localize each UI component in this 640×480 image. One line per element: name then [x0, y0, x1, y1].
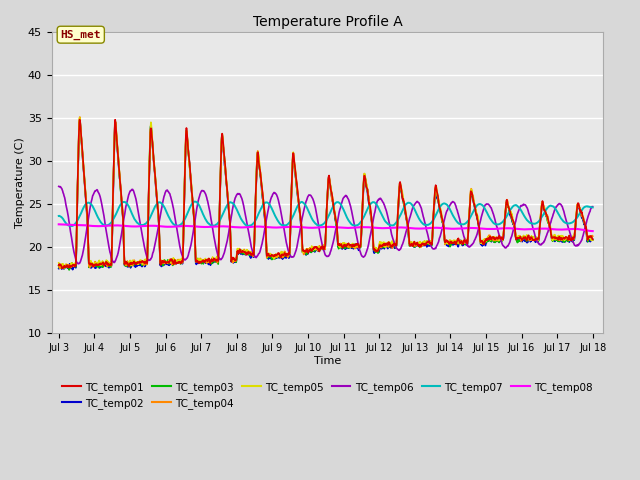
TC_temp04 — [76, 114, 84, 120]
TC_temp05 — [301, 248, 308, 253]
TC_temp05 — [574, 201, 582, 207]
TC_temp08 — [82, 222, 90, 228]
TC_temp03 — [315, 247, 323, 252]
TC_temp08 — [589, 228, 596, 234]
TC_temp03 — [301, 249, 308, 255]
TC_temp08 — [573, 226, 580, 232]
Line: TC_temp06: TC_temp06 — [59, 186, 593, 264]
TC_temp01 — [301, 249, 308, 254]
Line: TC_temp02: TC_temp02 — [59, 120, 593, 270]
TC_temp01 — [589, 237, 596, 242]
Legend: TC_temp01, TC_temp02, TC_temp03, TC_temp04, TC_temp05, TC_temp06, TC_temp07, TC_: TC_temp01, TC_temp02, TC_temp03, TC_temp… — [58, 378, 597, 413]
TC_temp07 — [315, 223, 323, 228]
TC_temp06 — [573, 243, 581, 249]
TC_temp06 — [589, 204, 596, 210]
TC_temp07 — [589, 204, 596, 210]
TC_temp04 — [83, 203, 90, 209]
Line: TC_temp05: TC_temp05 — [59, 118, 593, 267]
Line: TC_temp04: TC_temp04 — [59, 117, 593, 268]
TC_temp01 — [574, 201, 582, 207]
TC_temp04 — [573, 202, 581, 208]
TC_temp05 — [65, 264, 73, 270]
TC_temp03 — [574, 202, 582, 207]
TC_temp02 — [574, 204, 582, 210]
TC_temp08 — [314, 225, 322, 230]
TC_temp04 — [56, 265, 64, 271]
TC_temp02 — [55, 265, 63, 271]
TC_temp03 — [76, 119, 84, 124]
TC_temp02 — [589, 236, 596, 242]
TC_temp04 — [589, 233, 596, 239]
Line: TC_temp03: TC_temp03 — [59, 121, 593, 270]
TC_temp02 — [315, 247, 323, 253]
TC_temp01 — [76, 117, 84, 122]
TC_temp06 — [573, 243, 581, 249]
TC_temp04 — [574, 201, 582, 207]
Y-axis label: Temperature (C): Temperature (C) — [15, 137, 25, 228]
TC_temp08 — [55, 221, 63, 227]
TC_temp02 — [68, 267, 76, 273]
TC_temp04 — [315, 245, 323, 251]
Line: TC_temp01: TC_temp01 — [59, 120, 593, 268]
TC_temp01 — [83, 203, 90, 209]
TC_temp06 — [74, 261, 82, 267]
TC_temp01 — [573, 202, 581, 208]
TC_temp06 — [315, 223, 323, 229]
TC_temp05 — [76, 115, 84, 121]
Line: TC_temp08: TC_temp08 — [59, 224, 593, 231]
TC_temp08 — [300, 225, 308, 230]
TC_temp04 — [301, 250, 308, 256]
TC_temp05 — [83, 204, 90, 210]
TC_temp02 — [573, 206, 581, 212]
TC_temp01 — [59, 265, 67, 271]
TC_temp03 — [476, 231, 484, 237]
TC_temp05 — [55, 260, 63, 265]
TC_temp01 — [55, 263, 63, 268]
TC_temp03 — [83, 204, 90, 210]
TC_temp04 — [55, 263, 63, 269]
TC_temp07 — [68, 223, 76, 229]
Title: Temperature Profile A: Temperature Profile A — [253, 15, 403, 29]
TC_temp06 — [55, 183, 63, 189]
TC_temp07 — [574, 214, 582, 219]
TC_temp05 — [573, 201, 581, 207]
TC_temp05 — [476, 232, 484, 238]
TC_temp07 — [301, 201, 308, 207]
TC_temp02 — [76, 117, 84, 122]
TC_temp08 — [476, 226, 483, 231]
TC_temp07 — [191, 199, 199, 204]
TC_temp08 — [573, 226, 581, 232]
TC_temp07 — [83, 201, 90, 206]
TC_temp03 — [573, 204, 581, 210]
TC_temp07 — [573, 214, 581, 220]
TC_temp03 — [589, 237, 596, 243]
TC_temp07 — [476, 201, 484, 207]
TC_temp01 — [476, 231, 484, 237]
TC_temp04 — [476, 232, 484, 238]
Text: HS_met: HS_met — [61, 30, 101, 40]
TC_temp02 — [476, 234, 484, 240]
TC_temp06 — [476, 222, 483, 228]
TC_temp05 — [315, 244, 323, 250]
TC_temp02 — [83, 206, 90, 212]
TC_temp03 — [65, 267, 73, 273]
X-axis label: Time: Time — [314, 356, 341, 366]
TC_temp06 — [301, 205, 308, 211]
TC_temp07 — [55, 213, 63, 219]
TC_temp03 — [55, 263, 63, 268]
Line: TC_temp07: TC_temp07 — [59, 202, 593, 226]
TC_temp01 — [315, 247, 323, 252]
TC_temp05 — [589, 237, 596, 243]
TC_temp06 — [83, 230, 90, 236]
TC_temp02 — [301, 248, 308, 254]
